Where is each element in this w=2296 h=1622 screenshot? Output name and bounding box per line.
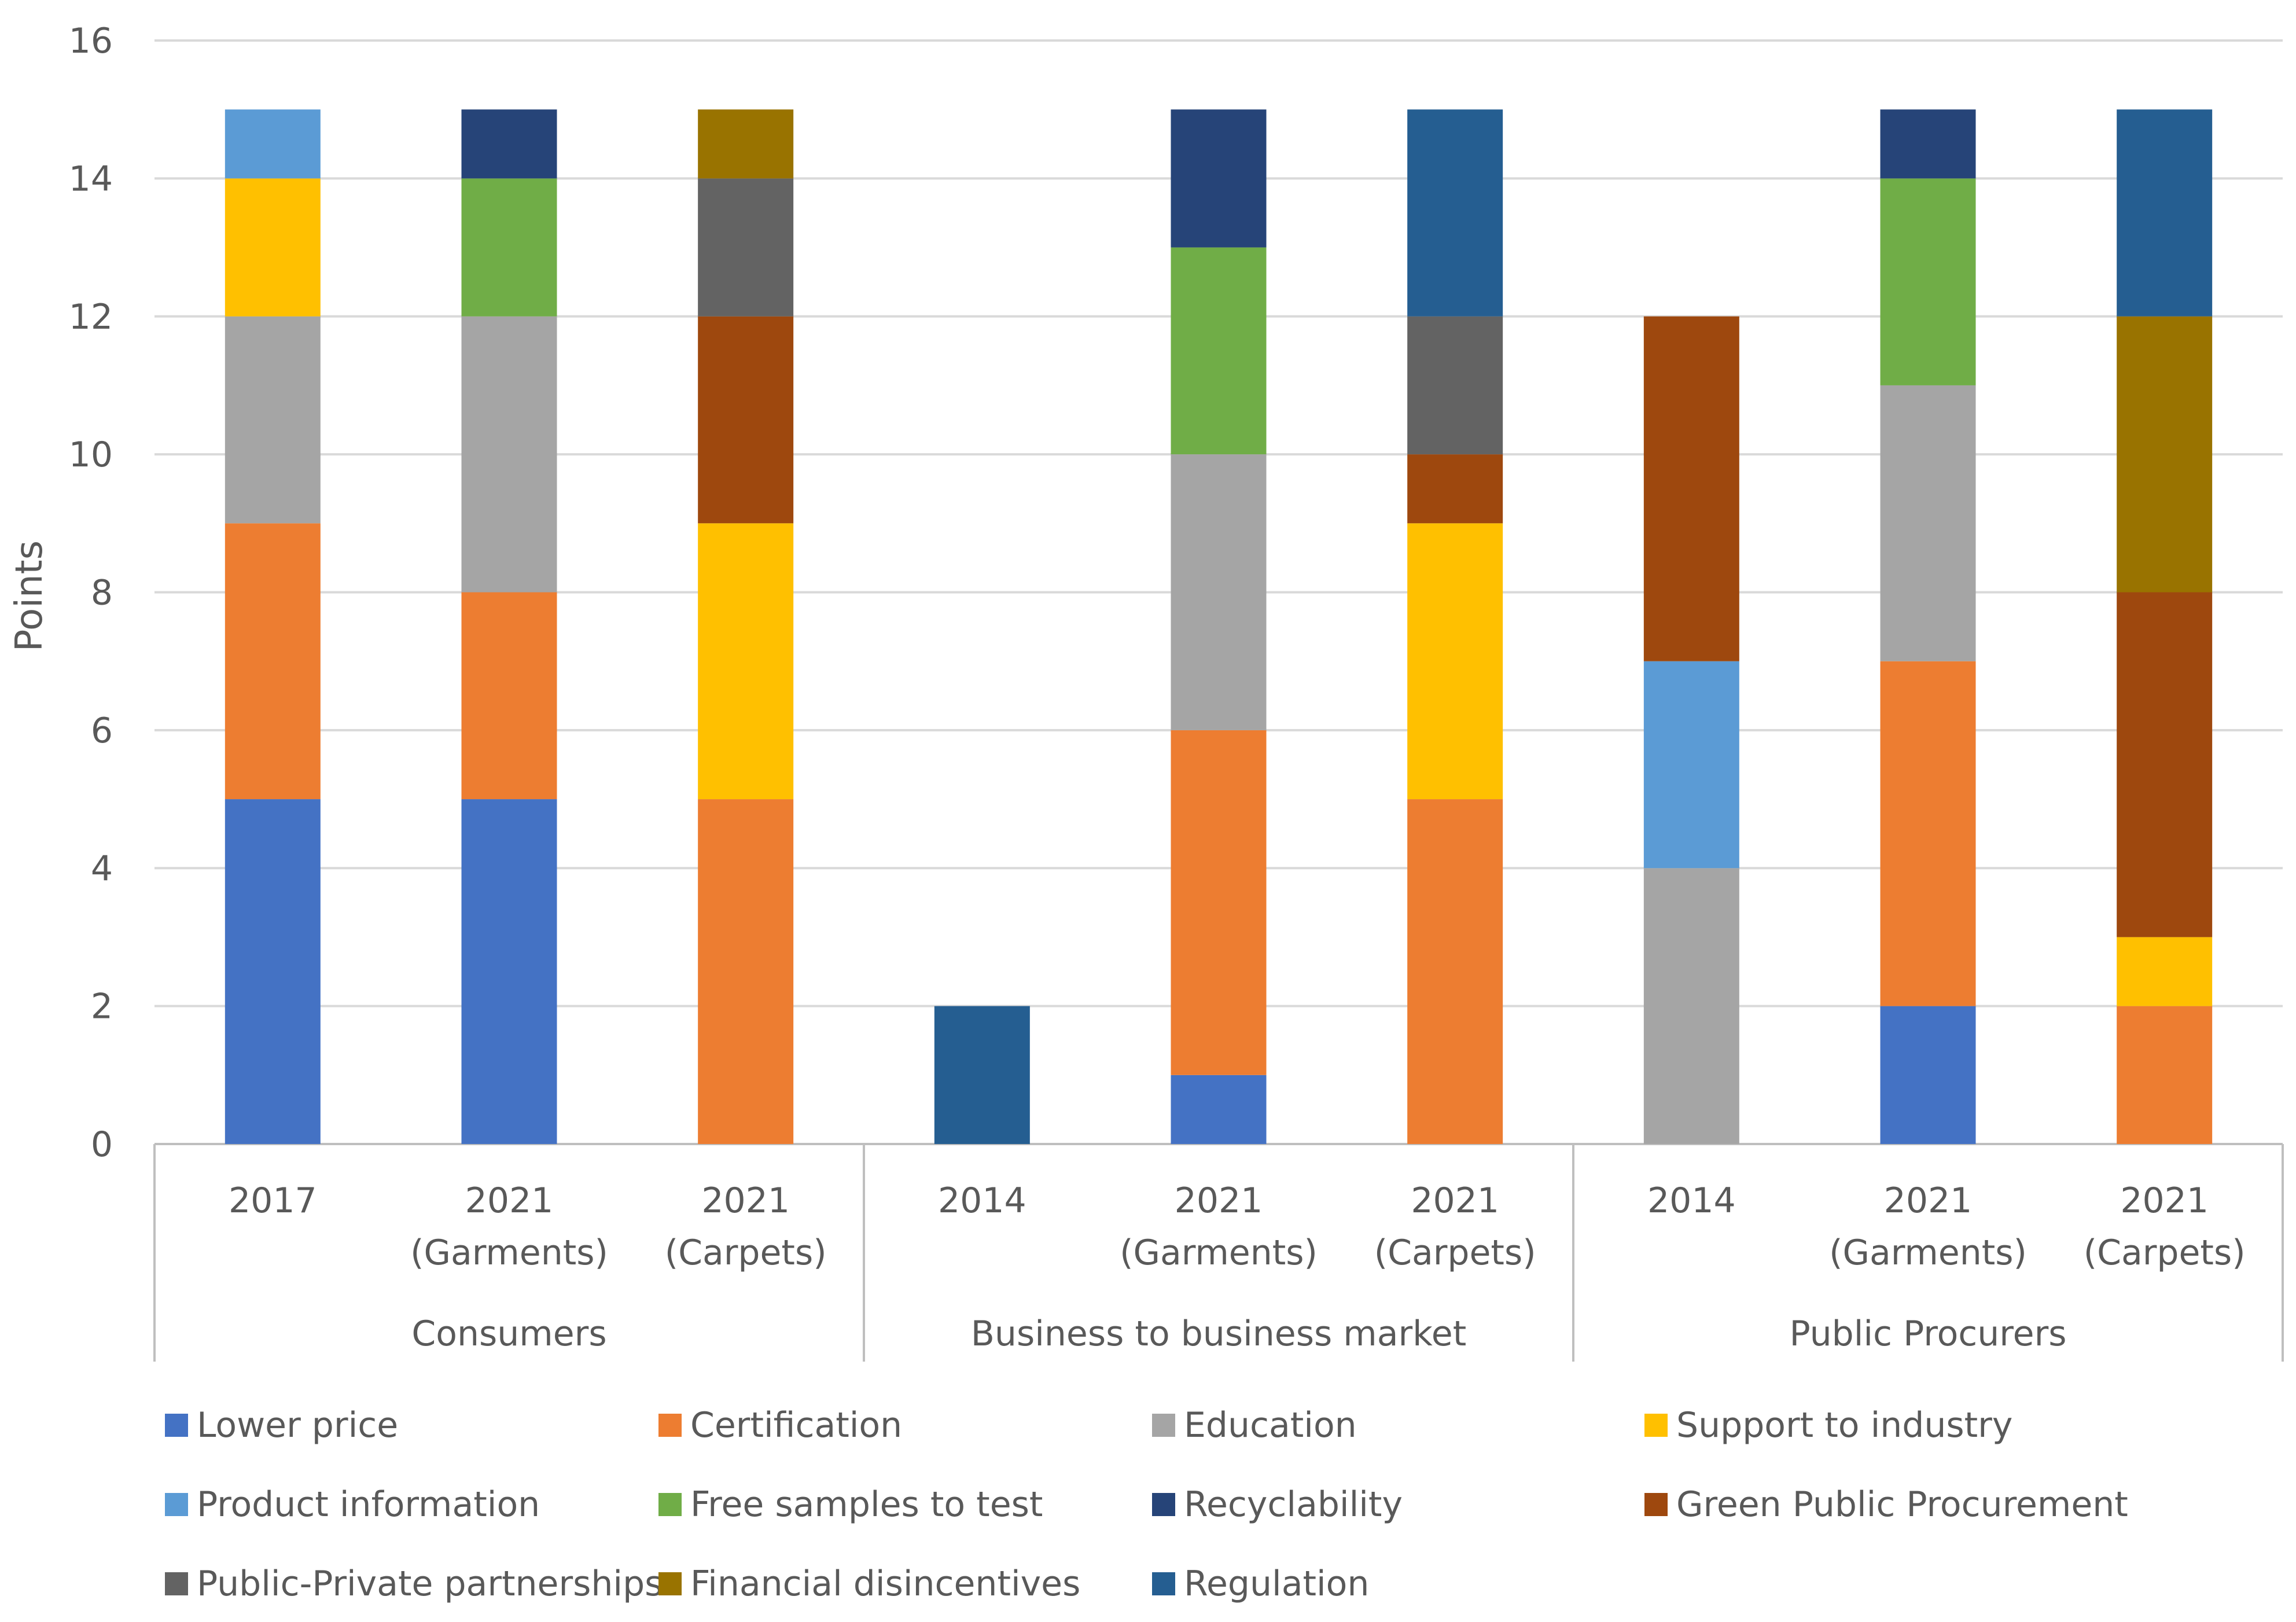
legend-swatch xyxy=(658,1493,682,1516)
bar-segment xyxy=(1880,109,1976,179)
bar-segment xyxy=(2117,937,2213,1006)
bar-segment xyxy=(1407,523,1503,800)
x-tick-label: (Carpets) xyxy=(665,1233,827,1273)
legend-label: Product information xyxy=(197,1484,540,1525)
legend-label: Certification xyxy=(690,1405,902,1446)
bar-segment xyxy=(1407,799,1503,1144)
y-tick-label: 4 xyxy=(91,848,113,889)
legend-label: Support to industry xyxy=(1676,1405,2012,1446)
bar-segment xyxy=(461,109,557,179)
y-axis-title: Points xyxy=(8,540,51,652)
y-tick-label: 6 xyxy=(91,711,113,751)
x-group-label: Public Procurers xyxy=(1789,1314,2066,1354)
x-tick-label: (Carpets) xyxy=(2084,1233,2246,1273)
bar-segment xyxy=(225,109,321,179)
bar-segment xyxy=(225,523,321,800)
bar-segment xyxy=(1880,178,1976,385)
bar-segment xyxy=(1407,109,1503,317)
legend-label: Financial disincentives xyxy=(690,1564,1080,1604)
y-tick-label: 16 xyxy=(69,21,113,61)
bars xyxy=(225,109,2213,1144)
legend-swatch xyxy=(1152,1572,1175,1595)
bar-segment xyxy=(461,316,557,593)
x-axis: 2017 2021 (Garments) 2021 (Carpets) Consumers… xyxy=(153,1144,2284,1362)
bar-segment xyxy=(2117,109,2213,317)
legend-swatch xyxy=(1152,1414,1175,1437)
legend-swatch xyxy=(165,1493,188,1516)
bar-segment xyxy=(2117,316,2213,593)
x-tick-label: 2021 xyxy=(1175,1180,1263,1221)
bar-segment xyxy=(461,592,557,800)
bar-segment xyxy=(1171,730,1267,1075)
bar-segment xyxy=(225,178,321,317)
legend-label: Lower price xyxy=(197,1405,398,1446)
legend-swatch xyxy=(1644,1493,1668,1516)
bar-segment xyxy=(698,799,794,1144)
legend-label: Free samples to test xyxy=(690,1484,1043,1525)
bar-segment xyxy=(1880,661,1976,1006)
bar-segment xyxy=(1880,1006,1976,1144)
y-tick-label: 10 xyxy=(69,435,113,475)
bar-segment xyxy=(1171,454,1267,730)
bar-segment xyxy=(1171,1075,1267,1144)
bar-segment xyxy=(461,799,557,1144)
bar-segment xyxy=(225,799,321,1144)
x-tick-label: 2021 xyxy=(701,1180,790,1221)
x-tick-label: 2014 xyxy=(1647,1180,1736,1221)
x-tick-label: 2014 xyxy=(938,1180,1026,1221)
x-tick-label: 2017 xyxy=(229,1180,317,1221)
x-tick-label: 2021 xyxy=(1411,1180,1499,1221)
bar-segment xyxy=(1171,247,1267,455)
bar-segment xyxy=(1407,454,1503,524)
y-tick-label: 0 xyxy=(91,1124,113,1165)
bar-segment xyxy=(2117,1006,2213,1144)
bar-segment xyxy=(2117,592,2213,937)
x-tick-label: 2021 xyxy=(1884,1180,1973,1221)
y-tick-label: 2 xyxy=(91,987,113,1027)
bar-segment xyxy=(225,316,321,524)
bar-segment xyxy=(1643,661,1739,869)
bar-segment xyxy=(1880,385,1976,661)
legend-swatch xyxy=(658,1414,682,1437)
bar-segment xyxy=(698,178,794,317)
legend-label: Regulation xyxy=(1184,1564,1369,1604)
legend-label: Public-Private partnerships xyxy=(197,1564,663,1604)
y-tick-label: 14 xyxy=(69,159,113,199)
bar-segment xyxy=(698,109,794,179)
x-tick-label: (Garments) xyxy=(1829,1233,2027,1273)
legend-swatch xyxy=(1152,1493,1175,1516)
x-group-label: Consumers xyxy=(411,1314,606,1354)
legend-label: Education xyxy=(1184,1405,1357,1446)
legend: Lower price Certification Education Support… xyxy=(165,1405,2128,1604)
bar-segment xyxy=(461,178,557,317)
y-axis-ticks: 0 2 4 6 8 10 12 14 16 xyxy=(69,21,113,1165)
x-group-label: Business to business market xyxy=(971,1314,1466,1354)
x-tick-label: 2021 xyxy=(465,1180,554,1221)
y-tick-label: 12 xyxy=(69,297,113,337)
bar-segment xyxy=(1643,868,1739,1144)
x-tick-label: (Garments) xyxy=(410,1233,608,1273)
y-tick-label: 8 xyxy=(91,573,113,613)
x-tick-label: (Carpets) xyxy=(1374,1233,1536,1273)
bar-segment xyxy=(1643,316,1739,661)
legend-swatch xyxy=(165,1572,188,1595)
legend-swatch xyxy=(165,1414,188,1437)
legend-swatch xyxy=(658,1572,682,1595)
bar-segment xyxy=(934,1006,1030,1144)
legend-label: Green Public Procurement xyxy=(1676,1484,2128,1525)
bar-segment xyxy=(698,316,794,524)
bar-segment xyxy=(1171,109,1267,248)
x-tick-label: 2021 xyxy=(2120,1180,2209,1221)
legend-label: Recyclability xyxy=(1184,1484,1403,1525)
bar-segment xyxy=(1407,316,1503,455)
bar-segment xyxy=(698,523,794,800)
x-tick-label: (Garments) xyxy=(1120,1233,1318,1273)
legend-swatch xyxy=(1644,1414,1668,1437)
